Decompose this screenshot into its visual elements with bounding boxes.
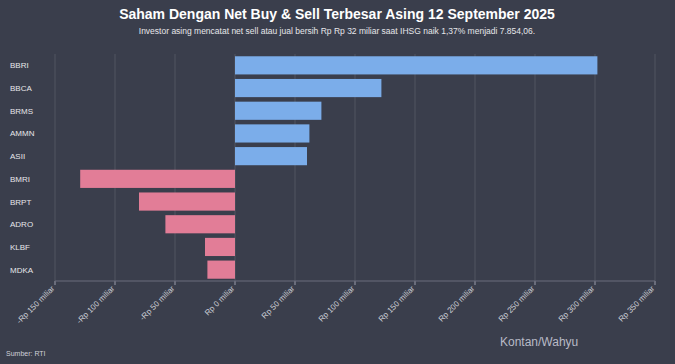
tick-label: Rp 350 miliar	[617, 284, 657, 324]
grid-line	[415, 54, 416, 281]
tick-mark	[655, 281, 656, 285]
tick-mark	[355, 281, 356, 285]
tick-label: Rp 100 miliar	[317, 284, 357, 324]
source: Sumber: RTI	[6, 350, 46, 357]
tick-mark	[595, 281, 596, 285]
category-label: BRMS	[10, 107, 33, 116]
tick-label: -Rp 150 miliar	[15, 284, 57, 326]
bar	[207, 261, 235, 279]
tick-label: Rp 250 miliar	[497, 284, 537, 324]
background	[0, 0, 675, 364]
category-label: ADRO	[10, 220, 33, 229]
category-label: BBRI	[10, 61, 29, 70]
grid-line	[55, 54, 56, 281]
bar	[139, 192, 235, 210]
grid-line	[595, 54, 596, 281]
category-label: BMRI	[10, 175, 30, 184]
bar	[235, 124, 309, 142]
tick-label: Rp 200 miliar	[437, 284, 477, 324]
tick-label: Rp 150 miliar	[377, 284, 417, 324]
grid-line	[535, 54, 536, 281]
tick-mark	[175, 281, 176, 285]
bar	[80, 170, 235, 188]
bar	[235, 147, 307, 165]
category-label: KLBF	[10, 243, 30, 252]
tick-mark	[535, 281, 536, 285]
tick-label: Rp 50 miliar	[260, 284, 297, 321]
tick-mark	[235, 281, 236, 285]
tick-mark	[475, 281, 476, 285]
grid-line	[655, 54, 656, 281]
category-label: BBCA	[10, 84, 32, 93]
bar	[165, 215, 235, 233]
category-label: BRPT	[10, 198, 31, 207]
chart: Saham Dengan Net Buy & Sell Terbesar Asi…	[0, 0, 675, 364]
category-label: ASII	[10, 152, 25, 161]
title: Saham Dengan Net Buy & Sell Terbesar Asi…	[119, 6, 555, 22]
x-axis	[55, 281, 655, 282]
tick-mark	[55, 281, 56, 285]
category-label: AMMN	[10, 129, 35, 138]
grid-line	[475, 54, 476, 281]
credit: Kontan/Wahyu	[500, 335, 578, 349]
bar	[235, 102, 321, 120]
category-label: MDKA	[10, 266, 34, 275]
grid-line	[175, 54, 176, 281]
tick-mark	[115, 281, 116, 285]
tick-label: Rp 0 miliar	[203, 284, 237, 318]
tick-label: -Rp 100 miliar	[75, 284, 117, 326]
bar	[235, 56, 597, 74]
tick-mark	[415, 281, 416, 285]
tick-label: Rp 300 miliar	[557, 284, 597, 324]
tick-mark	[295, 281, 296, 285]
bars	[80, 56, 597, 278]
bar	[235, 79, 381, 97]
subtitle: Investor asing mencatat net sell atau ju…	[139, 26, 535, 36]
bar	[205, 238, 235, 256]
grid-line	[115, 54, 116, 281]
tick-label: -Rp 50 miliar	[138, 284, 177, 323]
